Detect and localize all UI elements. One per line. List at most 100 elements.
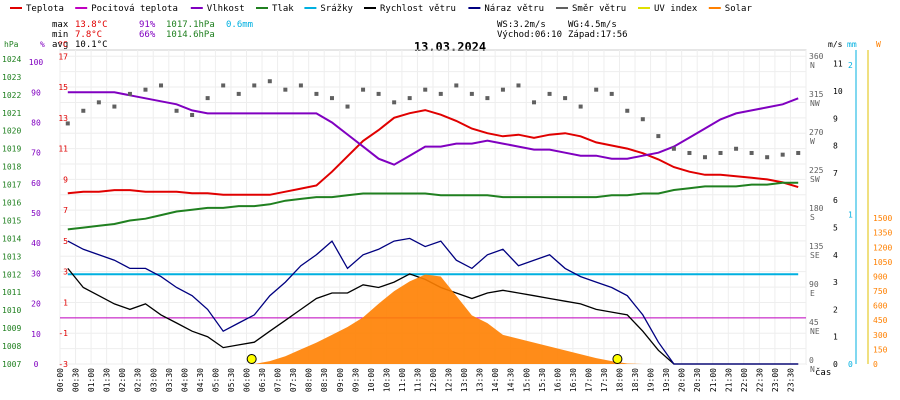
x-tick-label: 04:30 <box>196 368 205 392</box>
x-tick-label: 11:30 <box>413 368 422 392</box>
direction-tick-name: S <box>810 213 815 222</box>
wind-tick: 8 <box>833 142 838 151</box>
humidity-tick: 20 <box>31 300 41 309</box>
direction-point <box>283 87 288 92</box>
wind-tick: 1 <box>833 333 838 342</box>
solar-tick: 1050 <box>873 258 892 267</box>
x-tick-label: 17:00 <box>584 368 593 392</box>
series-solar-area <box>67 274 799 364</box>
wind-tick: 0 <box>833 360 838 369</box>
direction-tick-name: NW <box>810 99 820 108</box>
rain-tick: 1 <box>848 210 853 219</box>
direction-point <box>329 96 334 101</box>
direction-point <box>361 87 366 92</box>
pressure-tick: 1011 <box>2 288 21 297</box>
direction-tick-name: N <box>810 365 815 374</box>
stat-min-press: 1014.6hPa <box>166 30 215 40</box>
temperature-tick: 5 <box>63 237 68 246</box>
pressure-tick: 1018 <box>2 163 21 172</box>
x-tick-label: 12:30 <box>445 368 454 392</box>
humidity-tick: 90 <box>31 88 41 97</box>
direction-point <box>718 150 723 155</box>
series-n-raz-v-tru <box>67 237 799 365</box>
temperature-tick: 11 <box>58 145 68 154</box>
solar-tick: 1350 <box>873 229 892 238</box>
pressure-tick: 1009 <box>2 324 21 333</box>
solar-tick: 150 <box>873 345 888 354</box>
x-tick-label: 21:00 <box>709 368 718 392</box>
direction-point <box>516 83 521 88</box>
direction-tick: 225 <box>809 166 824 175</box>
x-tick-label: 18:00 <box>616 368 625 392</box>
solar-tick: 0 <box>873 360 878 369</box>
direction-point <box>345 104 350 109</box>
pressure-tick: 1023 <box>2 73 21 82</box>
stat-sunrise: Východ:06:10 <box>497 30 562 40</box>
x-tick-label: 02:00 <box>118 368 127 392</box>
stat-max-label: max <box>52 20 69 30</box>
direction-point <box>500 87 505 92</box>
x-tick-label: 13:30 <box>476 368 485 392</box>
rain-tick: 0 <box>848 360 853 369</box>
direction-tick: 135 <box>809 242 824 251</box>
direction-tick: 180 <box>809 204 824 213</box>
direction-tick: 0 <box>809 356 814 365</box>
direction-point <box>190 112 195 117</box>
x-tick-label: 16:30 <box>569 368 578 392</box>
direction-tick: 45 <box>809 318 819 327</box>
direction-point <box>205 96 210 101</box>
wind-tick: 2 <box>833 305 838 314</box>
direction-point <box>143 87 148 92</box>
direction-point <box>127 91 132 96</box>
direction-point <box>469 91 474 96</box>
direction-point <box>221 83 226 88</box>
direction-point <box>314 91 319 96</box>
humidity-tick: 100 <box>29 58 44 67</box>
legend-label-8: UV index <box>654 4 698 14</box>
legend-label-0: Teplota <box>26 4 64 14</box>
legend: Teplota Pocitová teplota Vlhkost Tlak Srážky… <box>10 4 752 14</box>
x-tick-label: 13:00 <box>460 368 469 392</box>
wind-tick: 4 <box>833 251 838 260</box>
solar-tick: 900 <box>873 272 888 281</box>
x-tick-label: 16:00 <box>553 368 562 392</box>
solar-tick: 600 <box>873 302 888 311</box>
stats-block: max 13.8°C 91% 1017.1hPa 0.6mm min 7.8°C… <box>52 20 628 50</box>
stat-avg-label: avg <box>52 40 68 50</box>
stat-max-press: 1017.1hPa <box>166 20 215 30</box>
x-tick-label: 07:00 <box>274 368 283 392</box>
direction-tick: 270 <box>809 128 824 137</box>
pressure-tick: 1015 <box>2 216 21 225</box>
direction-point <box>81 108 86 113</box>
humidity-tick: 70 <box>31 149 41 158</box>
direction-point <box>454 83 459 88</box>
pressure-tick: 1024 <box>2 55 21 64</box>
direction-point <box>563 96 568 101</box>
direction-point <box>734 146 739 151</box>
direction-tick-name: NE <box>810 327 820 336</box>
x-tick-label: 19:00 <box>647 368 656 392</box>
direction-point <box>671 146 676 151</box>
x-tick-label: 15:00 <box>522 368 531 392</box>
pressure-tick: 1021 <box>2 109 21 118</box>
sun-marker <box>612 354 623 364</box>
plot-area <box>65 79 801 365</box>
direction-tick: 315 <box>809 90 824 99</box>
stat-max-hum: 91% <box>139 20 156 30</box>
temperature-tick: 17 <box>58 52 68 61</box>
legend-label-6: Náraz větru <box>484 4 544 14</box>
wind-unit: m/s <box>828 40 843 49</box>
direction-point <box>702 155 707 160</box>
pressure-tick: 1007 <box>2 360 21 369</box>
pressure-tick: 1017 <box>2 181 21 190</box>
x-tick-label: 12:00 <box>429 368 438 392</box>
grid <box>59 49 807 365</box>
pressure-tick: 1008 <box>2 342 21 351</box>
direction-point <box>625 108 630 113</box>
x-tick-label: 17:30 <box>600 368 609 392</box>
legend-label-5: Rychlost větru <box>380 4 456 14</box>
pressure-tick: 1019 <box>2 145 21 154</box>
direction-point <box>174 108 179 113</box>
direction-tick-name: SE <box>810 251 820 260</box>
